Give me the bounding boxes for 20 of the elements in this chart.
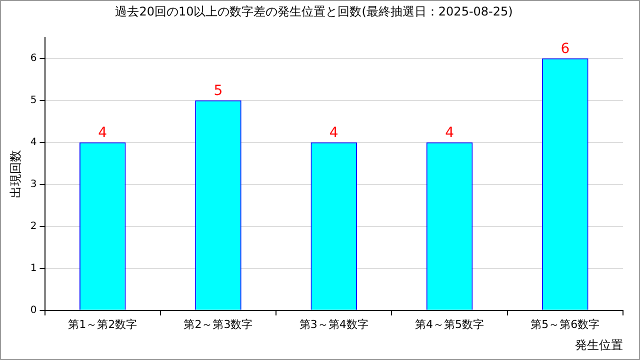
data-label: 5 bbox=[214, 83, 223, 100]
data-label: 6 bbox=[560, 41, 570, 58]
chart-title: 過去20回の10以上の数字差の発生位置と回数(最終抽選日：2025-08-25) bbox=[115, 4, 513, 18]
y-tick-label: 6 bbox=[30, 52, 37, 64]
y-tick-label: 2 bbox=[30, 220, 37, 232]
y-tick-label: 1 bbox=[30, 262, 37, 274]
y-axis-title: 出現回数 bbox=[8, 150, 22, 198]
data-label: 4 bbox=[445, 125, 454, 142]
y-tick-label: 5 bbox=[30, 94, 37, 106]
x-axis-title: 発生位置 bbox=[575, 338, 623, 352]
x-tick-label: 第5～第6数字 bbox=[530, 318, 600, 331]
y-tick-label: 0 bbox=[30, 304, 37, 316]
y-tick-label: 4 bbox=[30, 136, 37, 148]
x-tick-label: 第3～第4数字 bbox=[299, 318, 368, 331]
data-label: 4 bbox=[98, 125, 108, 142]
x-tick-label: 第1～第2数字 bbox=[68, 318, 138, 331]
data-label: 4 bbox=[329, 125, 338, 142]
x-tick-label: 第4～第5数字 bbox=[415, 318, 484, 331]
y-tick-label: 3 bbox=[30, 178, 37, 190]
x-tick-label: 第2～第3数字 bbox=[184, 318, 253, 331]
